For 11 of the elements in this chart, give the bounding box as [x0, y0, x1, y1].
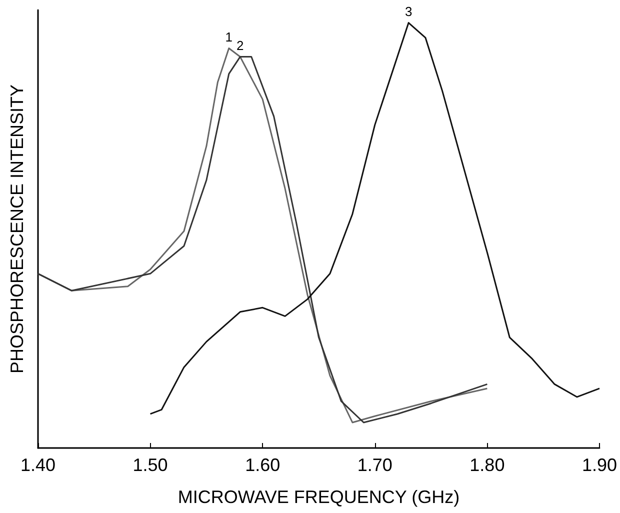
series-label: 1: [225, 29, 233, 44]
x-tick-label: 1.90: [582, 455, 618, 475]
series-label: 2: [236, 38, 244, 53]
x-tick-label: 1.50: [132, 455, 168, 475]
series-label: 3: [404, 4, 412, 19]
x-tick-label: 1.60: [245, 455, 280, 475]
x-tick-label: 1.70: [357, 455, 392, 475]
x-tick-label: 1.40: [20, 455, 56, 475]
y-axis-title: PHOSPHORESCENCE INTENSITY: [7, 84, 27, 374]
x-tick-label: 1.80: [470, 455, 505, 475]
x-axis-title: MICROWAVE FREQUENCY (GHz): [178, 487, 460, 507]
